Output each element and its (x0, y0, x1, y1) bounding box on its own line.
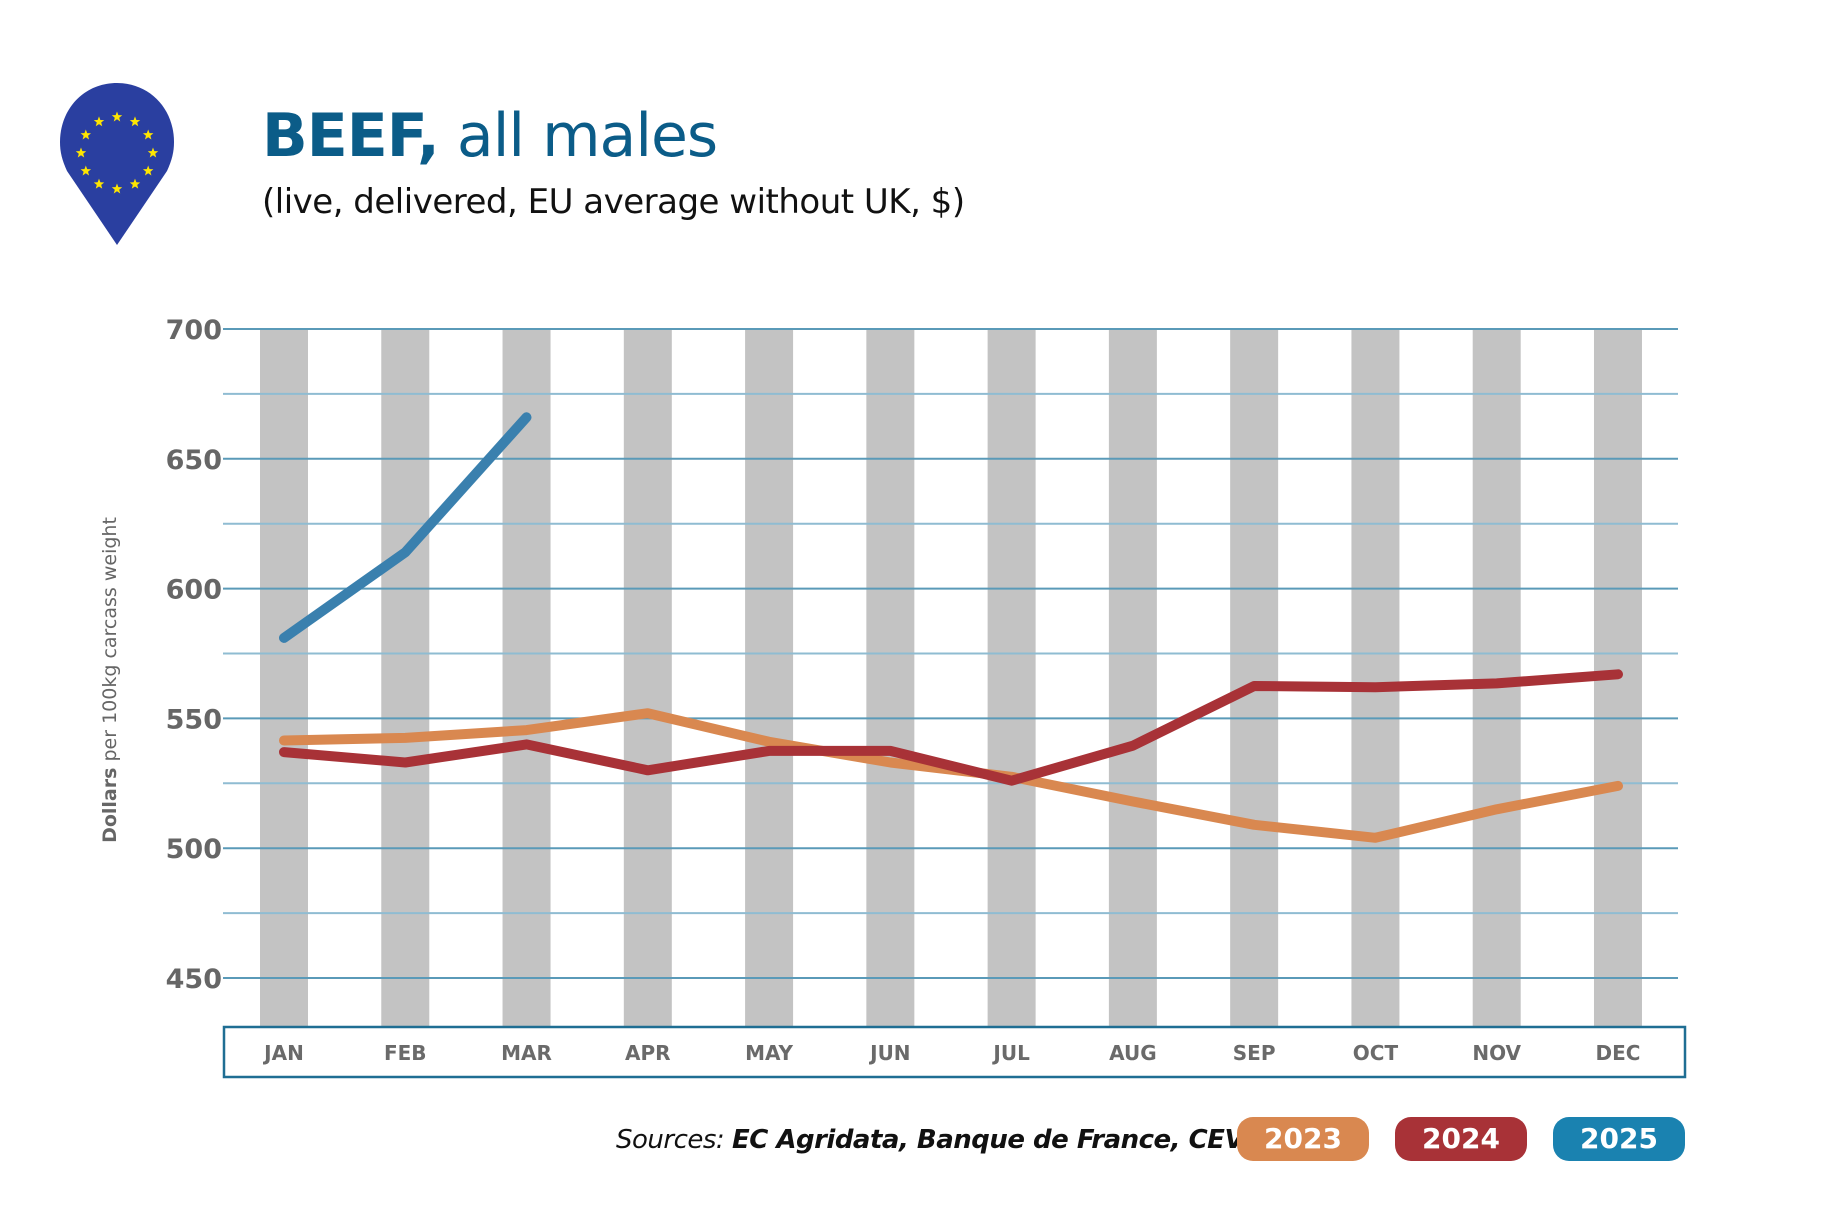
month-band (502, 329, 551, 1027)
y-axis-label: Dollars per 100kg carcass weight (99, 517, 121, 843)
month-band (866, 329, 915, 1027)
x-tick-label: JUN (868, 1041, 910, 1065)
y-axis-label-bold: Dollars (99, 768, 121, 843)
x-tick-label: JAN (262, 1041, 304, 1065)
month-band (1351, 329, 1400, 1027)
x-tick-labels: JAN FEB MAR APR MAY JUN JUL AUG SEP OCT NOV DEC (262, 1041, 1640, 1065)
series-line-2024 (279, 669, 1623, 786)
y-tick-label: 600 (166, 575, 222, 606)
month-band (1230, 329, 1279, 1027)
legend-item-2023: 2023 (1237, 1117, 1369, 1161)
series-line-2025 (279, 412, 532, 643)
eu-stars (75, 111, 159, 194)
star-icon (142, 129, 154, 140)
sources-note: Sources: EC Agridata, Banque de France, … (616, 1120, 1262, 1160)
y-tick-labels: 450 500 550 600 650 700 (166, 315, 222, 995)
x-axis-box (222, 1025, 1687, 1079)
x-tick-label: APR (625, 1041, 671, 1065)
x-tick-label: MAY (745, 1041, 793, 1065)
x-tick-label: MAR (501, 1041, 552, 1065)
star-icon (75, 147, 87, 158)
y-tick-label: 500 (166, 834, 222, 865)
star-icon (80, 165, 92, 176)
month-band (1108, 329, 1157, 1027)
series-lines (279, 412, 1623, 843)
x-tick-label: JUL (991, 1041, 1030, 1065)
y-axis-label-rest: per 100kg carcass weight (99, 517, 121, 767)
star-icon (93, 178, 105, 189)
y-tick-label: 650 (166, 445, 222, 476)
star-icon (129, 178, 141, 189)
x-tick-label: OCT (1353, 1041, 1399, 1065)
gridlines (223, 328, 1678, 979)
month-band (987, 329, 1036, 1027)
x-tick-label: NOV (1472, 1041, 1521, 1065)
chart-subtitle: (live, delivered, EU average without UK,… (262, 182, 965, 222)
title-rest: all males (438, 101, 718, 171)
month-band (623, 329, 672, 1027)
star-icon (142, 165, 154, 176)
y-tick-label: 700 (166, 315, 222, 346)
month-band (260, 329, 308, 1027)
sources-names: EC Agridata, Banque de France, CEVA (731, 1125, 1262, 1155)
eu-flag-map-pin-icon (60, 83, 174, 245)
x-tick-label: AUG (1109, 1041, 1157, 1065)
pin-shape (60, 83, 174, 245)
star-icon (129, 116, 141, 127)
chart-title: BEEF, all males (262, 100, 718, 172)
star-icon (147, 147, 159, 158)
series-line-2023 (279, 708, 1623, 843)
month-band (745, 329, 794, 1027)
sources-label: Sources: (616, 1125, 732, 1155)
x-tick-label: FEB (384, 1041, 427, 1065)
y-tick-label: 450 (166, 964, 222, 995)
y-tick-label: 550 (166, 704, 222, 735)
star-icon (111, 183, 123, 194)
star-icon (80, 129, 92, 140)
month-bands (260, 329, 1642, 1027)
legend-item-2025: 2025 (1553, 1117, 1685, 1161)
star-icon (93, 116, 105, 127)
title-bold: BEEF, (262, 101, 440, 171)
x-tick-label: SEP (1233, 1041, 1276, 1065)
star-icon (111, 111, 123, 122)
month-band (381, 329, 430, 1027)
legend-item-2024: 2024 (1395, 1117, 1527, 1161)
x-tick-label: DEC (1595, 1041, 1640, 1065)
